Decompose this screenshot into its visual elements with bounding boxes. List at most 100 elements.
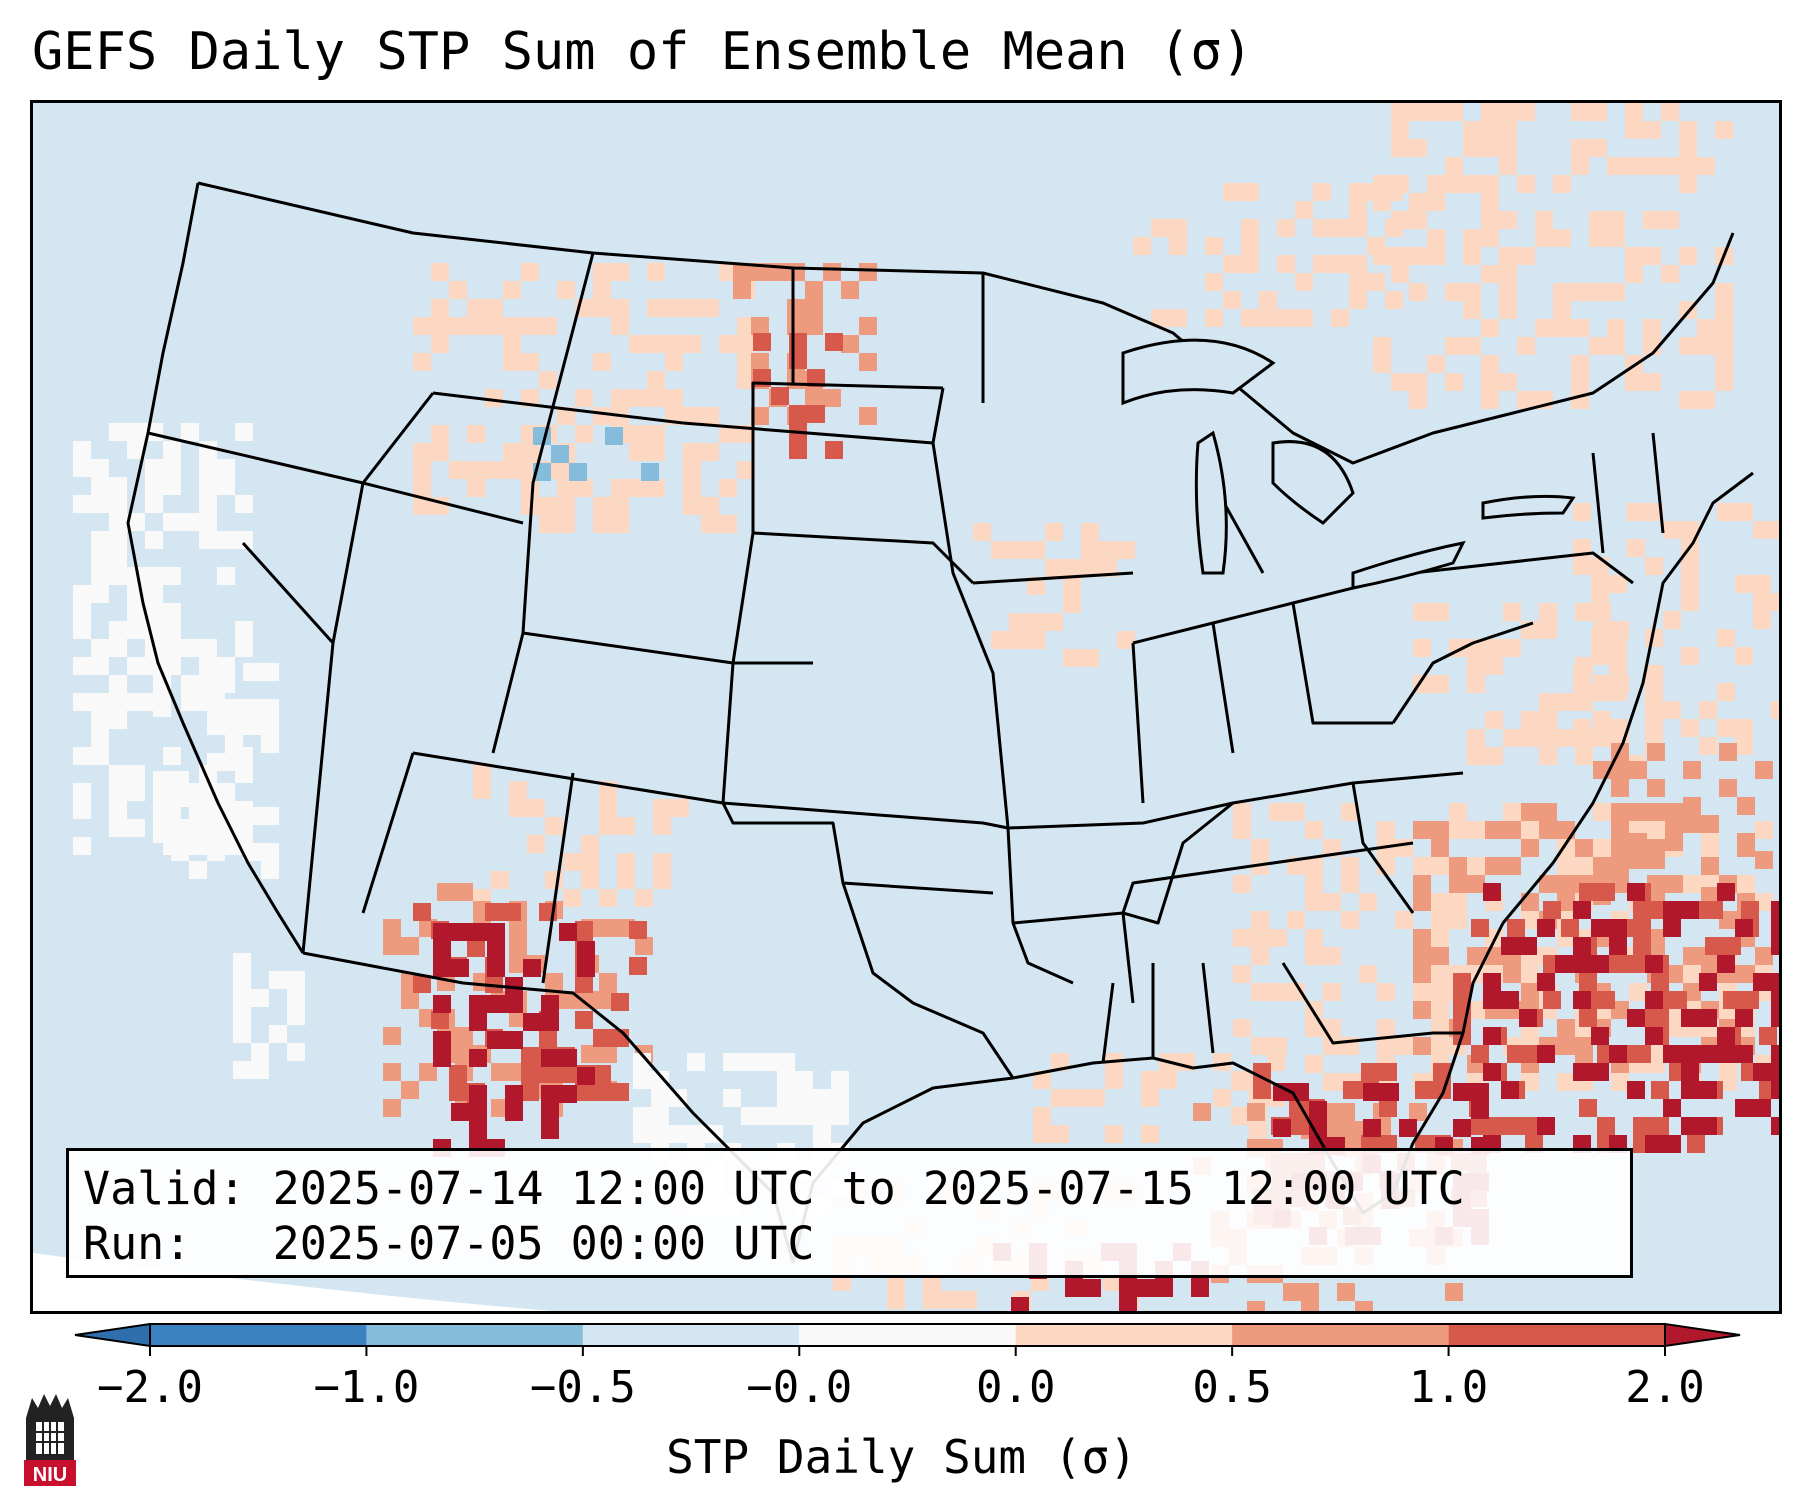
anomaly-cell [1645, 683, 1663, 701]
anomaly-cell [1571, 319, 1589, 337]
anomaly-cell [73, 837, 91, 855]
anomaly-cell [127, 765, 145, 783]
anomaly-cell [1589, 211, 1607, 229]
anomaly-cell [1651, 973, 1669, 991]
niu-logo: NIU [24, 1394, 76, 1486]
anomaly-cell [109, 819, 127, 837]
anomaly-cell [1273, 1083, 1291, 1101]
anomaly-cell [1573, 503, 1591, 521]
anomaly-cell [1597, 1117, 1615, 1135]
anomaly-cell [523, 1013, 541, 1031]
anomaly-cell [1305, 821, 1323, 839]
anomaly-cell [383, 919, 401, 937]
anomaly-cell [1141, 1071, 1159, 1089]
anomaly-cell [485, 461, 503, 479]
anomaly-cell [1427, 175, 1445, 193]
anomaly-cell [1381, 1083, 1399, 1101]
anomaly-cell [1633, 1045, 1651, 1063]
anomaly-cell [521, 479, 539, 497]
anomaly-cell [599, 799, 617, 817]
anomaly-cell [217, 567, 235, 585]
anomaly-cell [1679, 139, 1697, 157]
anomaly-cell [1431, 839, 1449, 857]
anomaly-cell [207, 681, 225, 699]
anomaly-cell [503, 335, 521, 353]
anomaly-cell [991, 631, 1009, 649]
anomaly-cell [1413, 893, 1431, 911]
anomaly-cell [1633, 1117, 1651, 1135]
anomaly-cell [261, 843, 279, 861]
anomaly-cell [1553, 319, 1571, 337]
anomaly-cell [1471, 1045, 1489, 1063]
anomaly-cell [383, 937, 401, 955]
anomaly-cell [557, 281, 575, 299]
anomaly-cell [1611, 1073, 1629, 1091]
anomaly-cell [1011, 1297, 1029, 1311]
anomaly-cell [831, 1107, 849, 1125]
anomaly-cell [1589, 103, 1607, 121]
anomaly-cell [1331, 309, 1349, 327]
anomaly-cell [1591, 1027, 1609, 1045]
anomaly-cell [1309, 1119, 1327, 1137]
anomaly-cell [1591, 647, 1609, 665]
anomaly-cell [575, 921, 593, 939]
anomaly-cell [1051, 1053, 1069, 1071]
anomaly-cell [1753, 1099, 1771, 1117]
anomaly-cell [1735, 737, 1753, 755]
anomaly-cell [1699, 973, 1717, 991]
anomaly-cell [433, 923, 451, 941]
anomaly-cell [1099, 541, 1117, 559]
anomaly-cell [233, 989, 251, 1007]
logo-badge [24, 1460, 76, 1486]
anomaly-cell [1573, 1063, 1591, 1081]
anomaly-cell [1413, 875, 1431, 893]
anomaly-cell [653, 817, 671, 835]
anomaly-cell [383, 1099, 401, 1117]
anomaly-cell [127, 819, 145, 837]
anomaly-cell [261, 699, 279, 717]
anomaly-cell [1679, 175, 1697, 193]
anomaly-cell [1663, 919, 1681, 937]
anomaly-cell [841, 335, 859, 353]
anomaly-cell [1205, 237, 1223, 255]
anomaly-cell [1697, 391, 1715, 409]
anomaly-cell [199, 477, 217, 495]
anomaly-cell [575, 389, 593, 407]
anomaly-cell [1483, 1027, 1501, 1045]
anomaly-cell [1539, 875, 1557, 893]
anomaly-cell [1647, 1055, 1665, 1073]
anomaly-cell [1627, 883, 1645, 901]
anomaly-cell [431, 425, 449, 443]
anomaly-cell [1535, 229, 1553, 247]
anomaly-cell [1681, 575, 1699, 593]
anomaly-cell [701, 515, 719, 533]
anomaly-cell [235, 495, 253, 513]
anomaly-cell [413, 479, 431, 497]
anomaly-cell [557, 497, 575, 515]
anomaly-cell [1169, 237, 1187, 255]
anomaly-cell [1589, 283, 1607, 301]
anomaly-cell [1607, 211, 1625, 229]
anomaly-cell [1735, 647, 1753, 665]
anomaly-cell [449, 281, 467, 299]
anomaly-cell [469, 1085, 487, 1103]
anomaly-cell [467, 461, 485, 479]
anomaly-cell [1431, 911, 1449, 929]
anomaly-cell [1409, 373, 1427, 391]
anomaly-cell [1521, 839, 1539, 857]
anomaly-cell [1717, 503, 1735, 521]
run-label: Run: [83, 1217, 192, 1270]
anomaly-cell [1507, 1117, 1525, 1135]
anomaly-cell [1395, 911, 1413, 929]
anomaly-cell [1609, 575, 1627, 593]
anomaly-cell [1741, 901, 1759, 919]
anomaly-cell [1723, 991, 1741, 1009]
anomaly-cell [1521, 1073, 1539, 1091]
anomaly-cell [669, 1125, 687, 1143]
anomaly-cell [1323, 893, 1341, 911]
state-boundaries [126, 181, 1754, 1264]
anomaly-cell [189, 825, 207, 843]
anomaly-cell [521, 263, 539, 281]
anomaly-cell [1433, 1063, 1451, 1081]
anomaly-cell [653, 871, 671, 889]
